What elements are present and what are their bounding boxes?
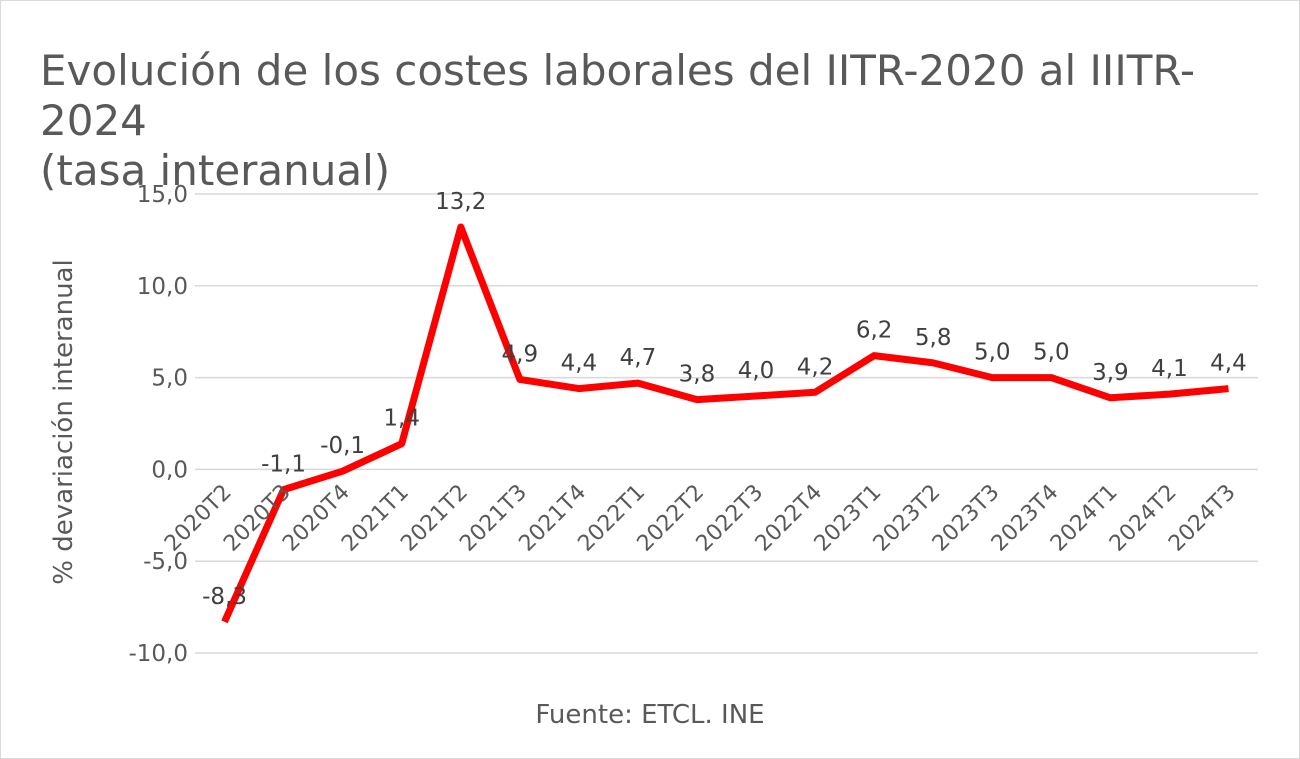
y-tick-label: -10,0: [128, 641, 188, 667]
chart-title: Evolución de los costes laborales del II…: [40, 46, 1270, 196]
grid-lines: [195, 193, 1258, 654]
data-label: -8,3: [202, 584, 247, 610]
series-line: [221, 223, 1229, 624]
chart-title-line-1: Evolución de los costes laborales del II…: [40, 46, 1195, 145]
chart-title-line-2: (tasa interanual): [40, 146, 391, 195]
data-label: 3,8: [679, 362, 716, 388]
data-label: -0,1: [320, 433, 365, 459]
data-labels: -8,3 -1,1 -0,1 1,4 13,2 4,9 4,4 4,7 3,8 4,0 4,2 6,2…: [202, 189, 1247, 610]
data-label: 6,2: [856, 318, 893, 344]
y-axis-label: % devariación interanual: [49, 259, 79, 584]
data-label: -1,1: [261, 452, 306, 478]
data-label: 5,0: [1033, 340, 1070, 366]
y-tick-label: 5,0: [151, 366, 188, 392]
x-category-label: 2024T3: [1164, 480, 1241, 557]
data-label: 13,2: [435, 189, 486, 215]
data-label: 4,2: [797, 354, 834, 380]
y-axis-ticks: 15,0 10,0 5,0 0,0 -5,0 -10,0: [128, 182, 188, 667]
data-label: 4,7: [620, 345, 657, 371]
data-label: 5,8: [915, 325, 952, 351]
data-label: 4,1: [1151, 356, 1188, 382]
y-tick-label: -5,0: [143, 549, 188, 575]
data-label: 1,4: [383, 406, 420, 432]
source-note: Fuente: ETCL. INE: [535, 700, 765, 730]
data-label: 3,9: [1092, 360, 1129, 386]
y-tick-label: 10,0: [137, 274, 188, 300]
x-axis-categories: 2020T22020T32020T42021T12021T22021T32021…: [160, 480, 1241, 557]
data-label: 4,4: [561, 351, 598, 377]
data-label: 4,9: [502, 341, 539, 367]
data-label: 4,4: [1210, 351, 1247, 377]
y-tick-label: 0,0: [151, 457, 188, 483]
y-tick-label: 15,0: [137, 182, 188, 208]
data-label: 4,0: [738, 358, 775, 384]
series-line-group: [221, 223, 1229, 624]
data-label: 5,0: [974, 340, 1011, 366]
